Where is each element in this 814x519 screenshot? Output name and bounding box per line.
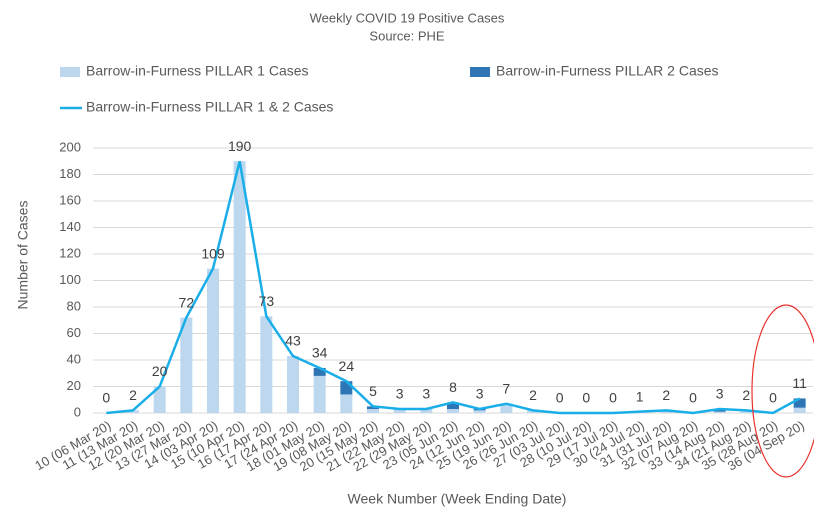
data-label: 43 (285, 333, 301, 349)
chart-subtitle: Source: PHE (369, 28, 444, 43)
bar (313, 367, 326, 376)
bar (713, 409, 726, 412)
data-label: 24 (339, 358, 355, 374)
bar (420, 409, 433, 413)
y-tick-label: 180 (59, 166, 81, 181)
data-label: 5 (369, 383, 377, 399)
data-label: 2 (742, 387, 750, 403)
bar (740, 410, 753, 413)
data-label: 73 (259, 293, 275, 309)
bar (713, 411, 726, 413)
data-label: 0 (582, 390, 590, 406)
data-label: 0 (556, 390, 564, 406)
data-label: 2 (529, 387, 537, 403)
y-tick-label: 0 (74, 404, 81, 419)
data-label: 2 (662, 387, 670, 403)
y-tick-label: 200 (59, 139, 81, 154)
data-label: 72 (179, 294, 195, 310)
bar (367, 409, 379, 413)
data-label: 3 (422, 386, 430, 402)
highlight-ellipse (751, 304, 814, 478)
legend-label: Barrow-in-Furness PILLAR 1 Cases (86, 63, 309, 79)
bar (127, 410, 139, 413)
data-label: 8 (449, 379, 457, 395)
data-label: 3 (716, 386, 724, 402)
data-label: 7 (502, 380, 510, 396)
bar (313, 375, 326, 413)
bar (793, 398, 806, 408)
bar (207, 268, 219, 413)
y-tick-label: 160 (59, 192, 81, 207)
bar (393, 409, 406, 413)
bar (793, 407, 806, 413)
bar (660, 410, 673, 413)
data-label: 3 (476, 386, 484, 402)
chart-title: Weekly COVID 19 Positive Cases (310, 10, 505, 25)
bar (180, 317, 193, 413)
data-label: 109 (201, 245, 225, 261)
y-tick-label: 120 (59, 245, 81, 260)
bar (527, 410, 539, 413)
data-label: 0 (609, 390, 617, 406)
y-tick-label: 40 (67, 351, 81, 366)
data-label: 11 (792, 375, 807, 391)
bar (447, 402, 459, 410)
data-label: 2 (129, 387, 137, 403)
data-label: 20 (152, 363, 168, 379)
bar (447, 409, 459, 413)
data-label: 3 (396, 386, 404, 402)
y-tick-label: 140 (59, 219, 81, 234)
line (106, 160, 801, 415)
bar (260, 316, 273, 413)
y-tick-label: 20 (67, 378, 81, 393)
bar (340, 394, 353, 413)
data-label: 0 (102, 390, 110, 406)
y-tick-label: 60 (67, 325, 81, 340)
bar (473, 410, 486, 413)
bar (287, 356, 299, 413)
y-tick-label: 100 (59, 272, 81, 287)
data-label: 0 (769, 390, 777, 406)
y-axis-label: Number of Cases (15, 201, 31, 310)
bar (367, 406, 379, 410)
x-axis-label: Week Number (Week Ending Date) (348, 491, 567, 507)
bar (233, 161, 246, 413)
data-label: 0 (689, 390, 697, 406)
bar (340, 381, 353, 395)
data-label: 34 (312, 345, 328, 361)
y-tick-label: 80 (67, 298, 81, 313)
data-label: 190 (228, 138, 252, 154)
data-label: 1 (636, 388, 644, 404)
legend-swatch (60, 67, 80, 77)
bar (500, 403, 513, 413)
legend-label: Barrow-in-Furness PILLAR 2 Cases (496, 63, 719, 79)
bar (153, 386, 166, 413)
legend-label: Barrow-in-Furness PILLAR 1 & 2 Cases (86, 99, 333, 115)
legend-swatch (470, 67, 490, 77)
